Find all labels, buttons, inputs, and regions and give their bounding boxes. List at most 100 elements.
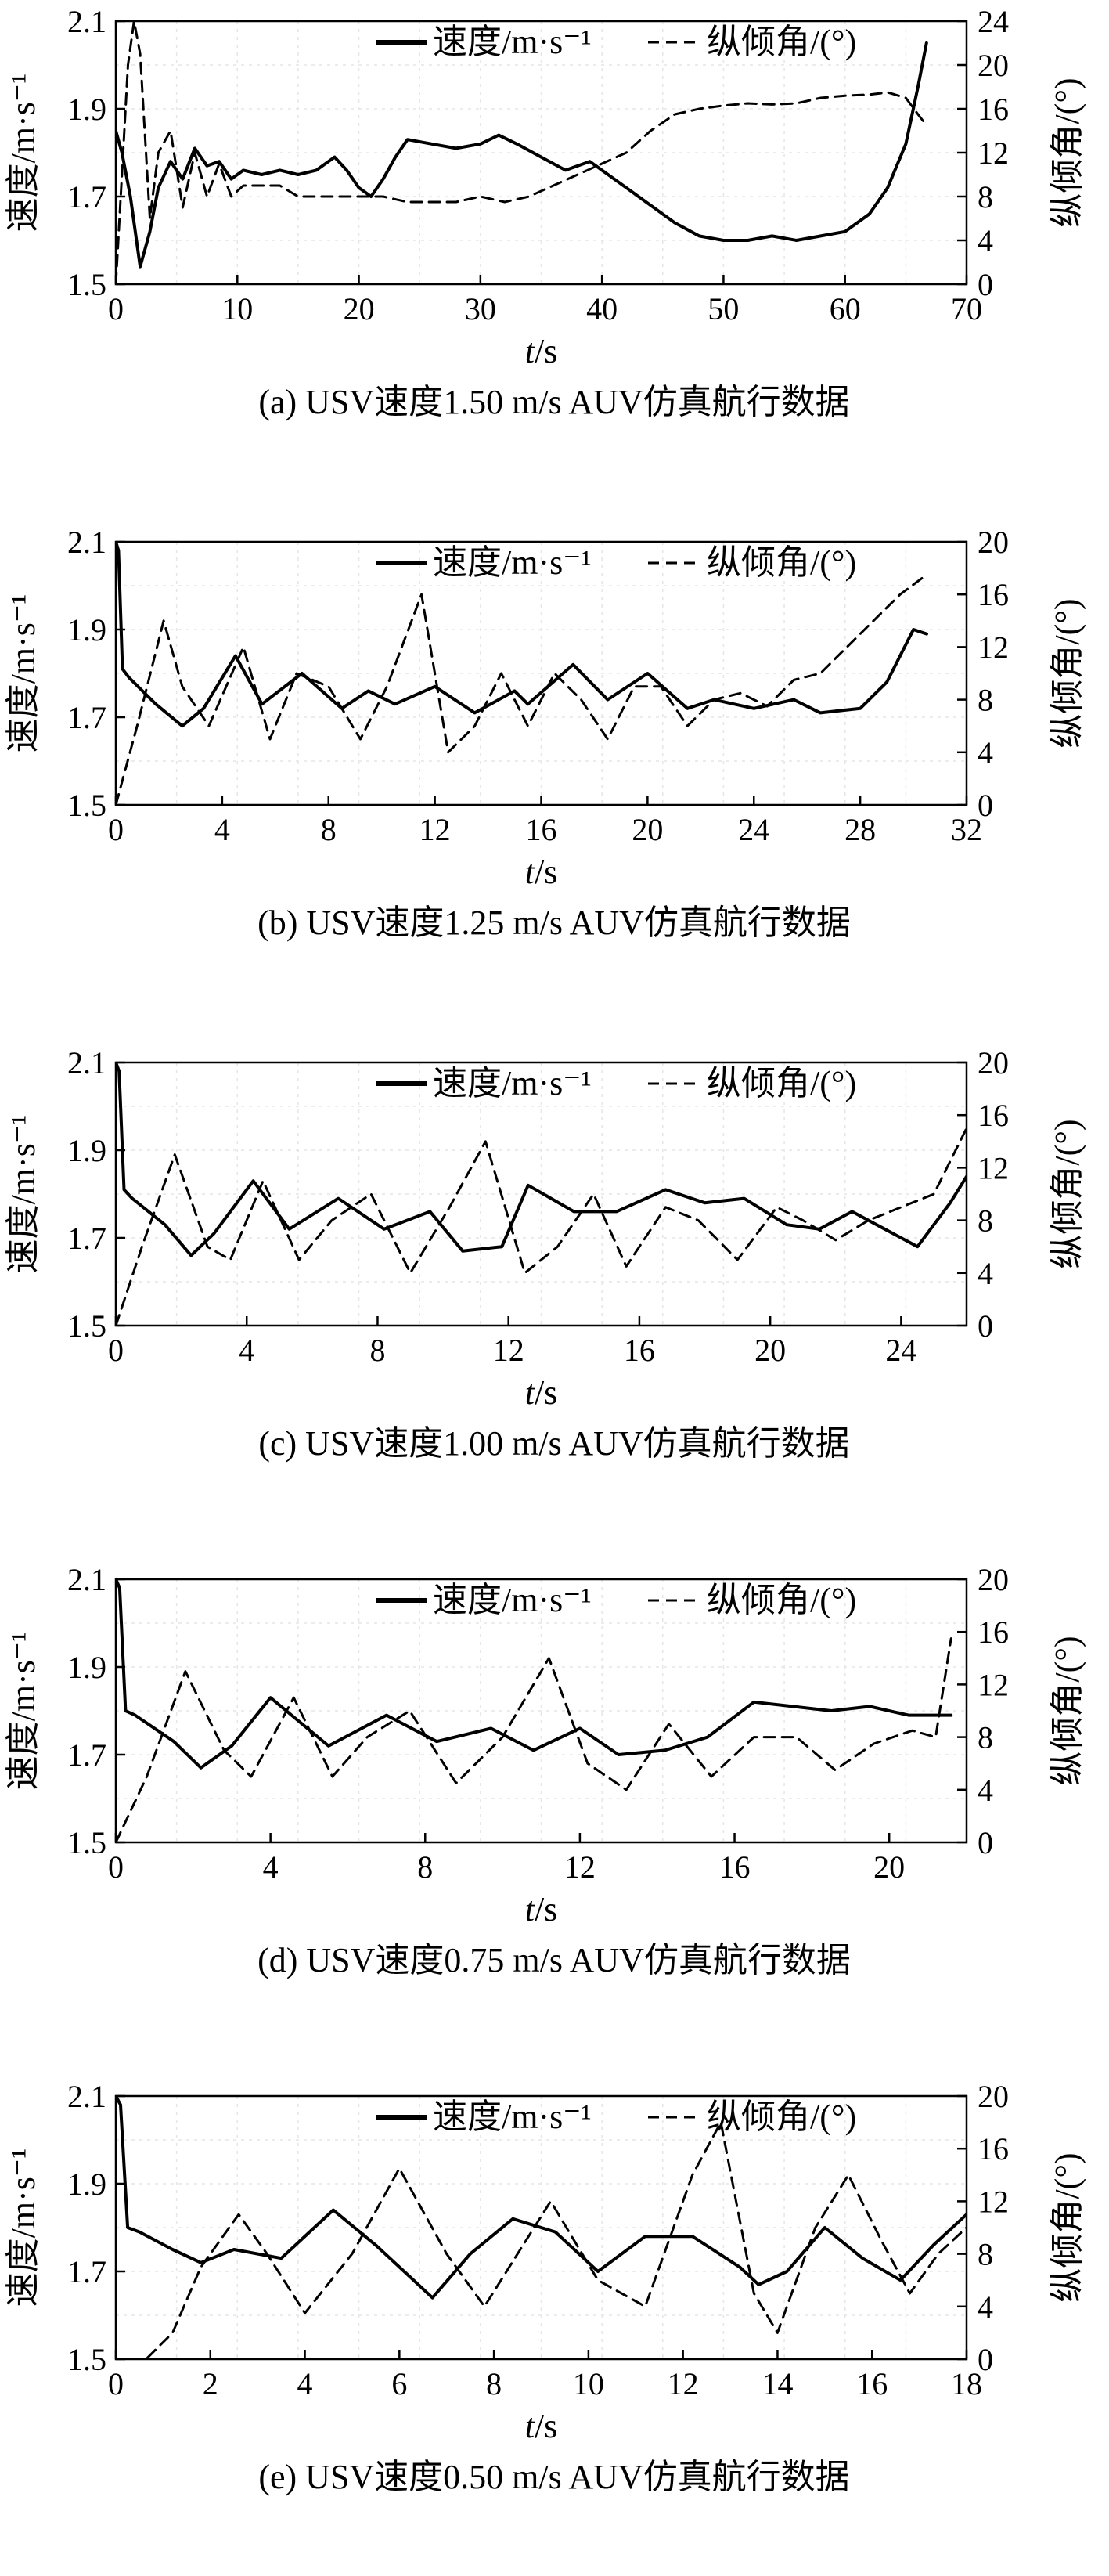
y-right-tick-label: 4 — [978, 1773, 993, 1808]
x-tick-label: 32 — [951, 812, 982, 847]
y-right-tick-label: 8 — [978, 1203, 993, 1239]
y-right-tick-label: 12 — [978, 630, 1009, 665]
x-tick-label: 0 — [108, 812, 124, 847]
legend: 速度/m·s⁻¹ 纵倾角/(°) — [376, 543, 856, 582]
y-left-tick-label: 1.7 — [67, 700, 106, 735]
y-left-tick-label: 1.7 — [67, 1221, 106, 1256]
chart-panel-4: 0 2 4 6 8 10 12 14 16 18 1.5 1.7 1.9 2.1 0 4 8 12 16 20 速度/m… — [4, 2079, 1086, 2496]
y-left-tick-label: 1.5 — [67, 1825, 106, 1860]
x-tick-label: 20 — [754, 1333, 786, 1368]
x-tick-label: 30 — [465, 291, 496, 327]
x-tick-label: 10 — [573, 2366, 604, 2401]
y-right-tick-label: 16 — [978, 92, 1009, 127]
pitch-series-line — [116, 1127, 967, 1326]
x-tick-label: 4 — [239, 1333, 254, 1368]
chart-panel-2: 0 4 8 12 16 20 24 1.5 1.7 1.9 2.1 0 4 8 12 16 20 速度/m·s⁻¹… — [4, 1045, 1086, 1463]
x-tick-label: 18 — [951, 2366, 982, 2401]
plot-frame — [114, 1578, 968, 1844]
x-axis-label: t/s — [525, 2407, 558, 2445]
x-axis-label: t/s — [525, 332, 558, 370]
plot-frame — [114, 1061, 968, 1327]
y-left-tick-label: 2.1 — [67, 1562, 106, 1597]
legend: 速度/m·s⁻¹ 纵倾角/(°) — [376, 23, 856, 61]
legend-pitch-label: 纵倾角/(°) — [707, 1581, 856, 1619]
y-right-tick-label: 4 — [978, 223, 993, 258]
y-right-tick-label: 12 — [978, 1667, 1009, 1702]
legend-speed-label: 速度/m·s⁻¹ — [433, 1064, 592, 1102]
y-left-axis-label: 速度/m·s⁻¹ — [4, 74, 42, 233]
x-tick-label: 0 — [108, 2366, 124, 2401]
x-tick-label: 16 — [624, 1333, 655, 1368]
x-tick-label: 16 — [719, 1849, 751, 1885]
y-right-tick-label: 4 — [978, 735, 993, 770]
x-tick-label: 6 — [391, 2366, 407, 2401]
x-tick-label: 16 — [526, 812, 557, 847]
x-tick-label: 20 — [632, 812, 663, 847]
x-tick-label: 20 — [344, 291, 375, 327]
y-left-axis-label: 速度/m·s⁻¹ — [4, 2148, 42, 2307]
x-tick-label: 50 — [708, 291, 739, 327]
y-right-tick-label: 20 — [978, 2079, 1009, 2114]
x-tick-label: 2 — [203, 2366, 218, 2401]
y-right-tick-label: 0 — [978, 2342, 993, 2377]
x-tick-label: 12 — [564, 1849, 596, 1885]
y-right-tick-label: 20 — [978, 525, 1009, 560]
x-axis-label: t/s — [525, 853, 558, 891]
y-left-tick-label: 1.5 — [67, 267, 106, 302]
x-tick-label: 16 — [856, 2366, 888, 2401]
x-axis-label: t/s — [525, 1373, 558, 1412]
y-left-tick-label: 1.9 — [67, 1650, 106, 1685]
y-right-tick-label: 8 — [978, 683, 993, 718]
y-left-tick-label: 1.9 — [67, 612, 106, 648]
x-tick-label: 0 — [108, 291, 124, 327]
y-left-axis-label: 速度/m·s⁻¹ — [4, 1632, 42, 1791]
x-tick-label: 40 — [586, 291, 618, 327]
y-left-tick-label: 1.5 — [67, 788, 106, 823]
y-left-tick-label: 1.7 — [67, 179, 106, 215]
x-axis-label: t/s — [525, 1890, 558, 1928]
y-left-axis-label: 速度/m·s⁻¹ — [4, 1115, 42, 1274]
x-tick-label: 8 — [369, 1333, 385, 1368]
pitch-series-line — [116, 573, 928, 805]
y-left-tick-label: 1.9 — [67, 2167, 106, 2202]
legend-pitch-label: 纵倾角/(°) — [707, 543, 856, 582]
legend-speed-label: 速度/m·s⁻¹ — [433, 543, 592, 582]
y-right-tick-label: 8 — [978, 1720, 993, 1755]
plot-area: 0 4 8 12 16 20 1.5 1.7 1.9 2.1 0 4 8 12 16 20 — [67, 1562, 1009, 1885]
y-right-tick-label: 16 — [978, 577, 1009, 612]
x-tick-label: 4 — [297, 2366, 313, 2401]
legend-speed-label: 速度/m·s⁻¹ — [433, 2098, 592, 2136]
y-right-tick-label: 24 — [978, 4, 1009, 39]
chart-panel-0: 0 10 20 30 40 50 60 70 1.5 1.7 1.9 2.1 0 4 8 12 16 20 24 速度… — [4, 4, 1086, 421]
y-right-axis-label: 纵倾角/(°) — [1048, 2152, 1086, 2302]
y-left-tick-label: 1.7 — [67, 2254, 106, 2289]
grid — [116, 1063, 967, 1326]
x-tick-label: 4 — [214, 812, 230, 847]
legend-pitch-label: 纵倾角/(°) — [707, 2098, 856, 2136]
x-tick-label: 8 — [417, 1849, 433, 1885]
y-left-tick-label: 2.1 — [67, 4, 106, 39]
speed-series-line — [116, 2096, 967, 2300]
y-left-axis-label: 速度/m·s⁻¹ — [4, 594, 42, 753]
legend: 速度/m·s⁻¹ 纵倾角/(°) — [376, 2098, 856, 2136]
y-right-tick-label: 0 — [978, 788, 993, 823]
pitch-series-line — [116, 21, 928, 284]
y-left-tick-label: 1.5 — [67, 1308, 106, 1344]
y-right-tick-label: 4 — [978, 2289, 993, 2325]
chart-caption: (e) USV速度0.50 m/s AUV仿真航行数据 — [258, 2458, 849, 2496]
y-right-axis-label: 纵倾角/(°) — [1048, 598, 1086, 748]
y-left-tick-label: 2.1 — [67, 2079, 106, 2114]
y-right-tick-label: 16 — [978, 2131, 1009, 2167]
x-tick-label: 12 — [493, 1333, 524, 1368]
y-left-tick-label: 2.1 — [67, 1045, 106, 1081]
legend-speed-label: 速度/m·s⁻¹ — [433, 23, 592, 61]
y-left-tick-label: 1.9 — [67, 92, 106, 127]
pitch-series-line — [116, 2121, 967, 2359]
x-tick-label: 20 — [873, 1849, 905, 1885]
y-right-tick-label: 20 — [978, 1045, 1009, 1081]
y-right-axis-label: 纵倾角/(°) — [1048, 1636, 1086, 1785]
y-left-tick-label: 1.5 — [67, 2342, 106, 2377]
x-tick-label: 24 — [885, 1333, 916, 1368]
y-right-tick-label: 20 — [978, 48, 1009, 83]
x-tick-label: 0 — [108, 1849, 124, 1885]
